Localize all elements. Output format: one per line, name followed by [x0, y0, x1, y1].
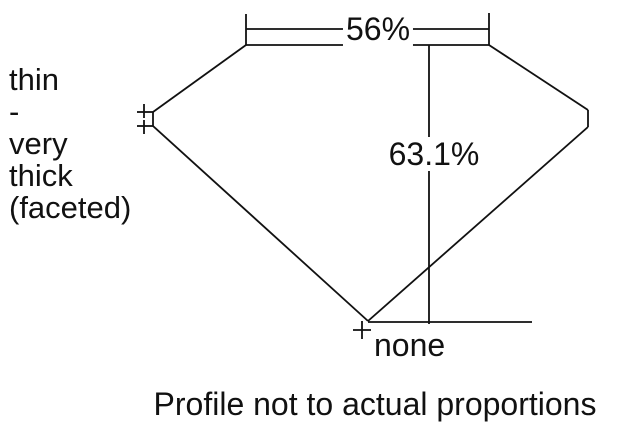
diagram-caption: Profile not to actual proportions — [153, 386, 597, 422]
depth-percentage-label: 63.1% — [386, 136, 482, 172]
girdle-thickness-marks — [137, 104, 153, 134]
table-percentage-label: 56% — [342, 12, 414, 46]
girdle-thickness-label: thin - very thick (faceted) — [9, 62, 132, 225]
crown-left-line — [152, 44, 247, 113]
crown-right-line — [488, 44, 589, 111]
culet-cross-mark — [353, 321, 371, 339]
culet-label: none — [374, 327, 446, 363]
pavilion-left-line — [152, 125, 369, 322]
pavilion-right-line — [367, 126, 589, 322]
diamond-outline — [152, 44, 589, 322]
depth-dimension — [368, 45, 532, 324]
